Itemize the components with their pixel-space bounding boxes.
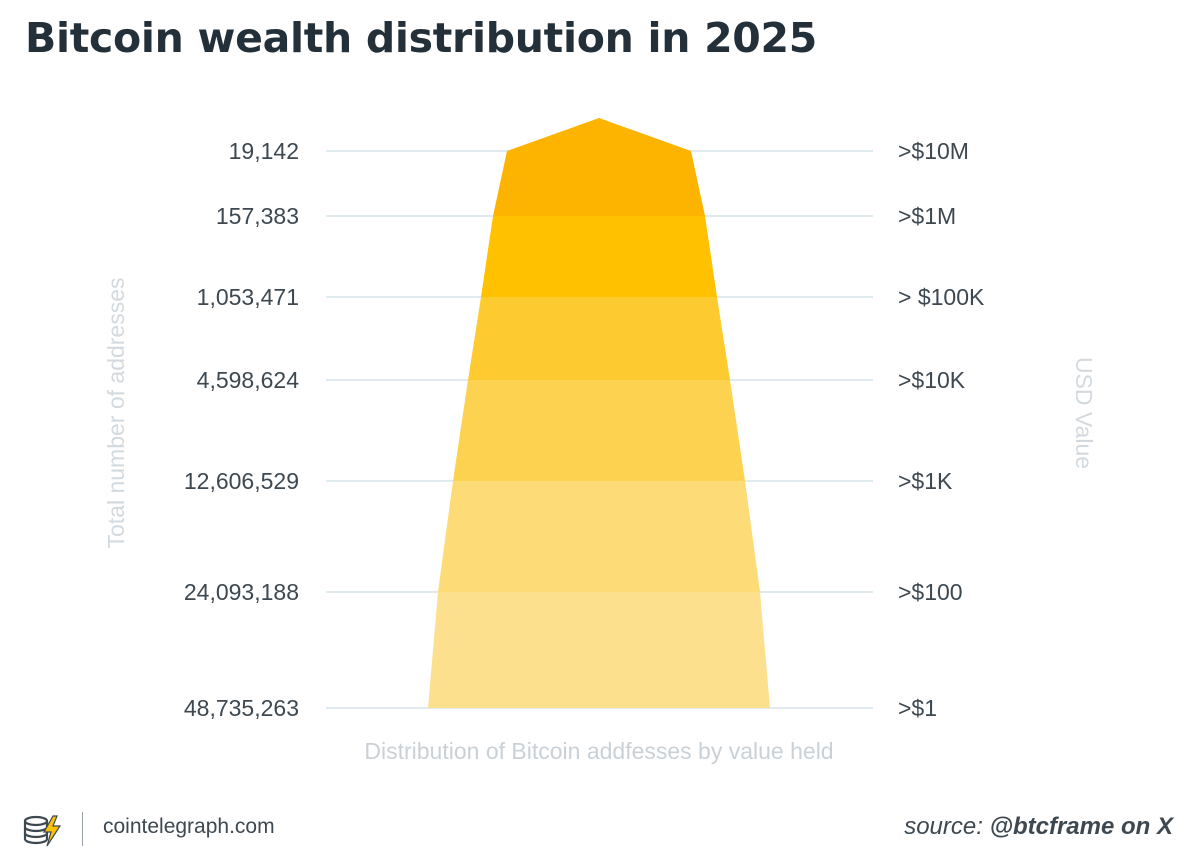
footer-divider — [82, 812, 83, 846]
usd-value-label: >$1M — [898, 203, 956, 229]
address-count-label: 157,383 — [216, 203, 299, 229]
address-count-label: 4,598,624 — [197, 367, 300, 393]
usd-value-label: >$10M — [898, 138, 969, 164]
usd-value-labels: >$10M >$1M > $100K >$10K >$1K >$100 >$1 — [898, 138, 985, 721]
funnel-band-6 — [428, 592, 770, 708]
footer-site-name: cointelegraph.com — [103, 815, 275, 838]
address-count-labels: 19,142 157,383 1,053,471 4,598,624 12,606,52… — [184, 138, 299, 721]
usd-value-label: > $100K — [898, 284, 985, 310]
funnel-apex — [507, 118, 691, 151]
usd-value-label: >$100 — [898, 579, 963, 605]
source-handle: @btcframe on X — [989, 813, 1173, 840]
address-count-label: 19,142 — [229, 138, 299, 164]
usd-value-label: >$10K — [898, 367, 966, 393]
address-count-label: 24,093,188 — [184, 579, 299, 605]
source-prefix: source: — [904, 813, 990, 840]
usd-value-label: >$1 — [898, 695, 937, 721]
chart-title: Bitcoin wealth distribution in 2025 — [25, 14, 817, 62]
x-axis-label: Distribution of Bitcoin addfesses by val… — [364, 738, 833, 764]
funnel-band-4 — [453, 380, 745, 481]
usd-value-label: >$1K — [898, 468, 953, 494]
funnel-shape — [428, 118, 770, 708]
y-axis-label: Total number of addresses — [103, 277, 129, 548]
address-count-label: 48,735,263 — [184, 695, 299, 721]
cointelegraph-logo-icon — [22, 812, 62, 848]
funnel-band-5 — [438, 481, 760, 592]
address-count-label: 12,606,529 — [184, 468, 299, 494]
address-count-label: 1,053,471 — [197, 284, 299, 310]
funnel-chart: 19,142 157,383 1,053,471 4,598,624 12,606,52… — [103, 118, 1097, 764]
footer-source: source: @btcframe on X — [904, 813, 1173, 841]
funnel-band-1 — [493, 151, 705, 216]
funnel-band-2 — [481, 216, 717, 297]
funnel-band-3 — [468, 297, 730, 380]
y2-axis-label: USD Value — [1071, 357, 1097, 469]
